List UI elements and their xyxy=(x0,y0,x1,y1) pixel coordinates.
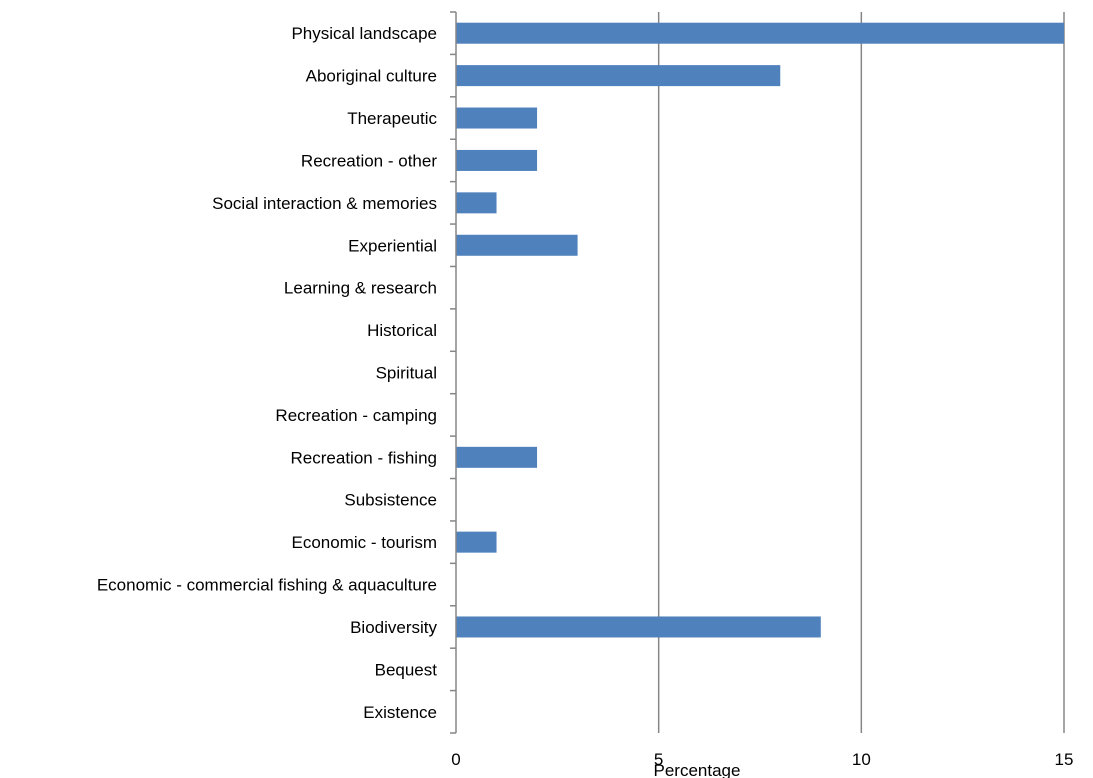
category-label: Physical landscape xyxy=(291,24,437,43)
bar xyxy=(456,531,497,553)
bar xyxy=(456,149,538,171)
bar xyxy=(456,234,578,256)
bar xyxy=(456,446,538,468)
x-tick-labels: 0 5 10 15 xyxy=(451,750,1073,769)
gridlines xyxy=(657,12,1065,733)
category-label: Economic - tourism xyxy=(292,533,437,552)
category-label: Social interaction & memories xyxy=(212,194,437,213)
x-tick-label: 10 xyxy=(852,750,871,769)
x-tick-label: 0 xyxy=(451,750,460,769)
category-label: Economic - commercial fishing & aquacult… xyxy=(97,576,437,595)
bar xyxy=(456,65,781,87)
category-label: Bequest xyxy=(375,660,438,679)
category-label: Historical xyxy=(367,321,437,340)
x-tick-label: 5 xyxy=(654,750,663,769)
category-label: Experiential xyxy=(348,236,437,255)
bar xyxy=(456,192,497,214)
category-label: Existence xyxy=(363,703,437,722)
bar xyxy=(456,22,1064,44)
x-tick-label: 15 xyxy=(1055,750,1074,769)
bar xyxy=(456,616,821,638)
category-label: Aboriginal culture xyxy=(306,67,437,86)
category-label: Biodiversity xyxy=(350,618,437,637)
category-labels: Physical landscape Aboriginal culture Ther… xyxy=(97,24,438,722)
category-label: Recreation - fishing xyxy=(291,448,437,467)
x-axis-title: Percentage xyxy=(654,761,741,778)
category-label: Recreation - other xyxy=(301,151,437,170)
category-label: Subsistence xyxy=(344,491,437,510)
category-label: Therapeutic xyxy=(347,109,437,128)
category-label: Learning & research xyxy=(284,279,437,298)
category-label: Spiritual xyxy=(376,364,437,383)
bar xyxy=(456,107,538,129)
axes xyxy=(450,11,457,734)
bars xyxy=(456,22,1064,638)
category-label: Recreation - camping xyxy=(275,406,437,425)
